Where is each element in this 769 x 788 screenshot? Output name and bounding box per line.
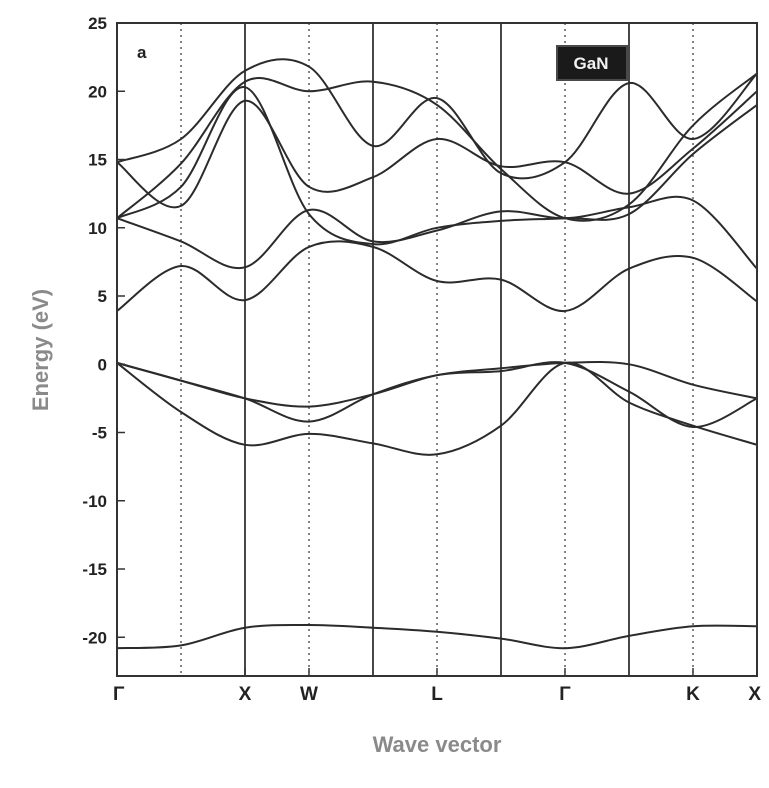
y-axis-ticks: 25 20 15 10 5 0 -5 -10 -15 -20 xyxy=(82,14,125,647)
x-tick-label-1: X xyxy=(239,684,252,705)
y-tick-label-5: 0 xyxy=(98,355,107,374)
band-line-4 xyxy=(116,360,758,408)
y-tick-label-9: -20 xyxy=(82,628,107,647)
band-lines xyxy=(116,58,758,650)
x-tick-label-0: Γ xyxy=(113,684,125,705)
x-tick-label-2: W xyxy=(300,684,318,705)
y-tick-label-4: 5 xyxy=(98,287,107,306)
x-tick-label-5: K xyxy=(686,684,700,705)
band-line-6 xyxy=(116,195,758,270)
band-line-9 xyxy=(116,58,758,180)
y-tick-label-7: -10 xyxy=(82,492,107,511)
y-tick-label-6: -5 xyxy=(92,424,107,443)
panel-label: a xyxy=(137,43,147,62)
y-tick-label-0: 25 xyxy=(88,14,107,33)
y-tick-label-2: 15 xyxy=(88,151,107,170)
x-tick-label-6: X xyxy=(748,684,761,705)
y-axis-title: Energy (eV) xyxy=(28,289,53,411)
legend-background xyxy=(556,45,628,81)
legend-label: GaN xyxy=(574,54,609,73)
x-tick-label-3: L xyxy=(431,684,443,705)
x-tick-label-4: Γ xyxy=(559,684,571,705)
gridlines xyxy=(180,23,694,676)
band-line-1 xyxy=(116,623,758,650)
band-line-2 xyxy=(116,361,758,456)
legend-box: GaN xyxy=(556,45,628,81)
x-axis-title: Wave vector xyxy=(373,732,502,757)
band-line-7 xyxy=(116,86,758,246)
y-tick-label-1: 20 xyxy=(88,82,107,101)
band-line-8 xyxy=(116,90,758,209)
y-tick-label-3: 10 xyxy=(88,219,107,238)
band-line-10 xyxy=(116,72,758,222)
band-line-5 xyxy=(116,240,758,313)
y-tick-label-8: -15 xyxy=(82,560,107,579)
